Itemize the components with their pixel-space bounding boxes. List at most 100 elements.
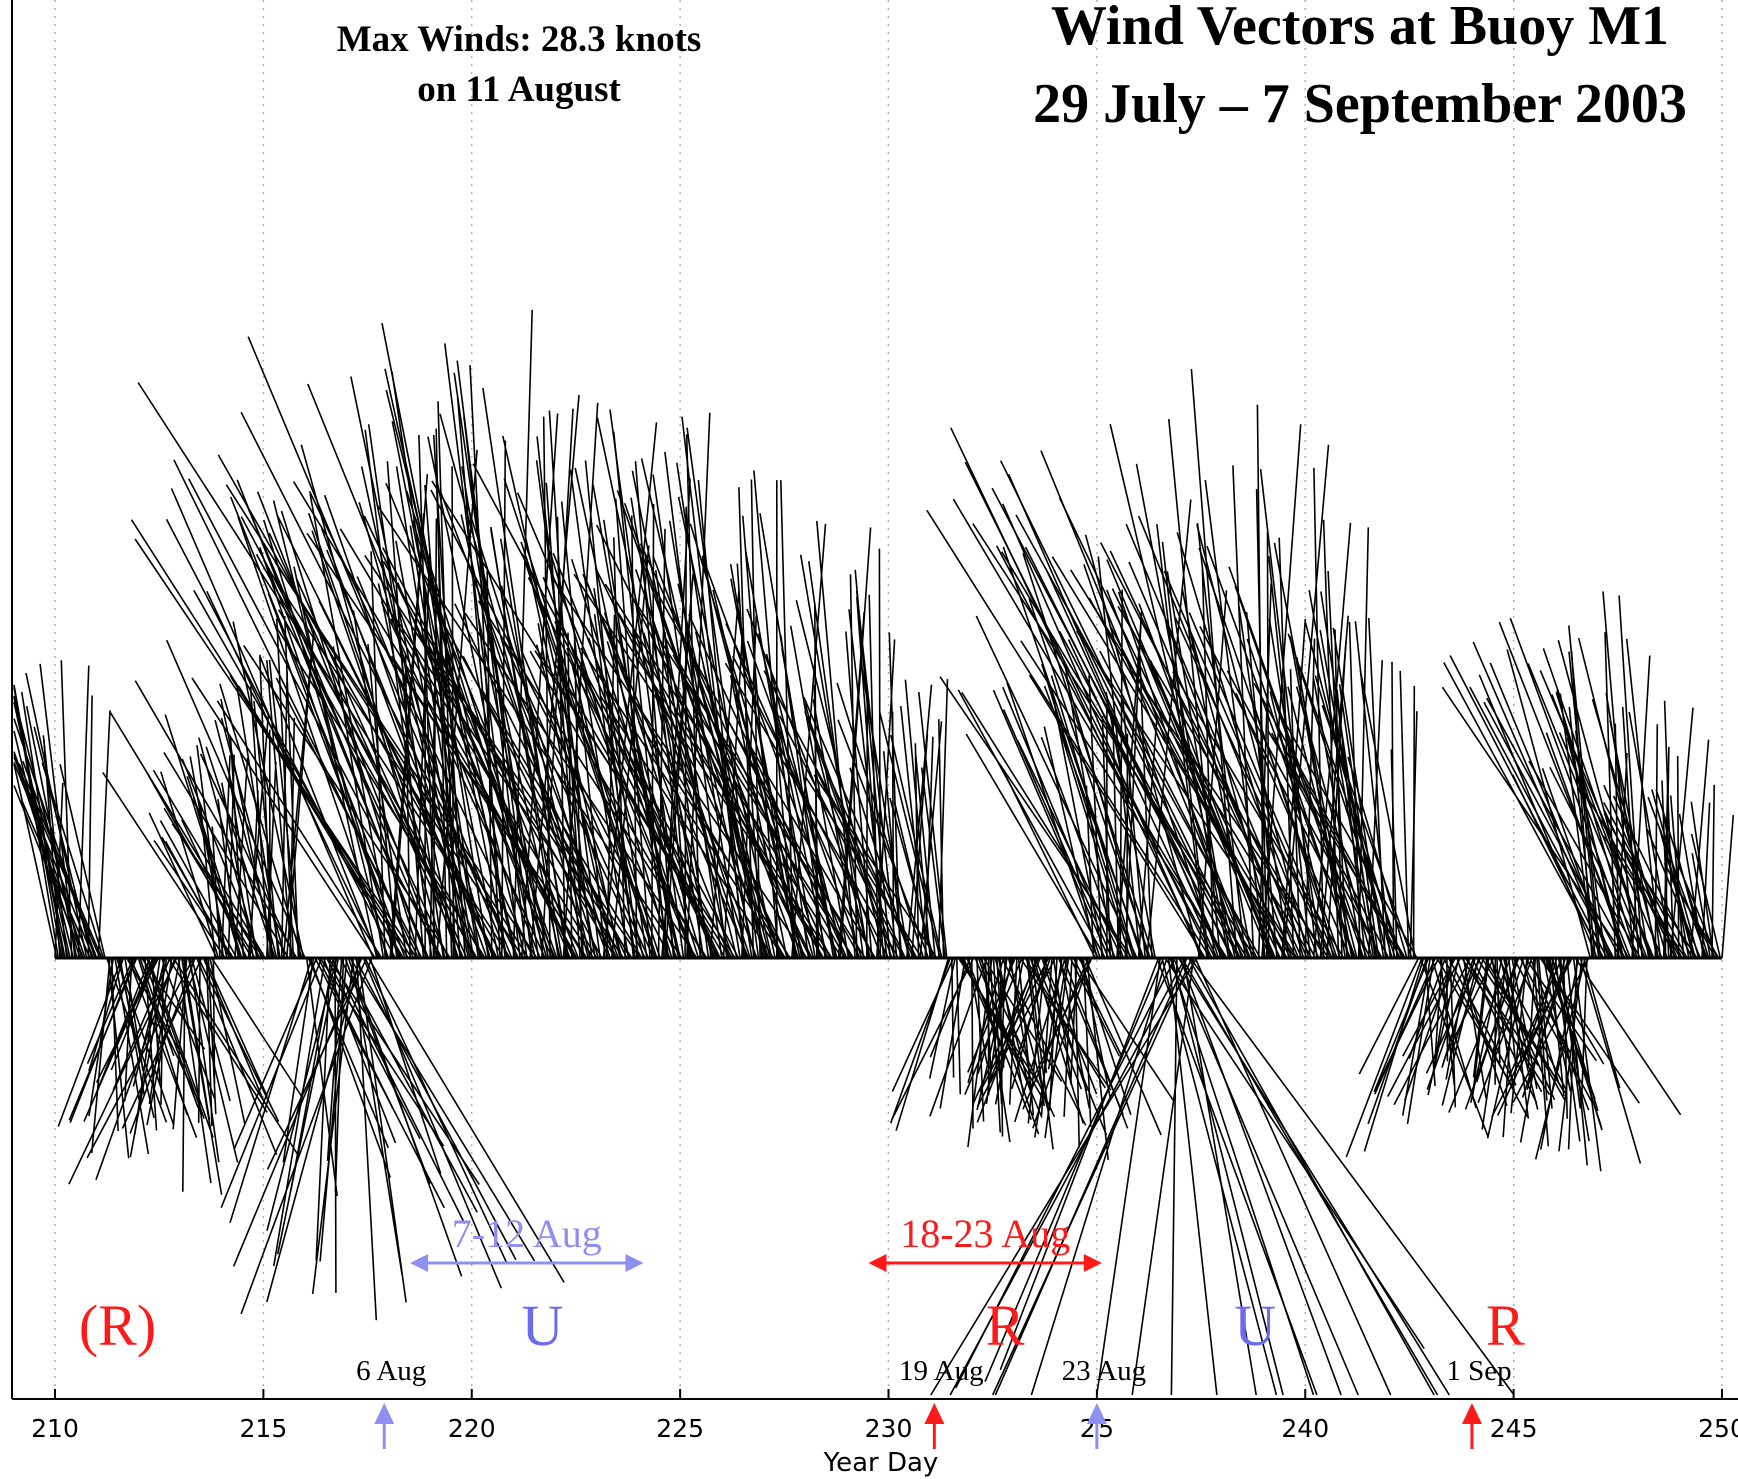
- wind-vector: [527, 577, 720, 959]
- wind-vector: [557, 671, 678, 959]
- wind-vector: [918, 692, 948, 959]
- wind-vector: [1443, 662, 1605, 959]
- wind-vector: [1030, 957, 1168, 1396]
- wind-vector: [350, 376, 471, 959]
- wind-vector: [649, 675, 758, 959]
- wind-vector: [1050, 689, 1105, 959]
- wind-vector: [1287, 750, 1402, 959]
- wind-vector: [1163, 570, 1333, 959]
- wind-vector: [418, 633, 641, 959]
- wind-vector: [243, 645, 451, 959]
- wind-vector: [1539, 670, 1663, 959]
- wind-vector: [339, 957, 478, 1213]
- wind-vector: [1099, 542, 1317, 959]
- wind-vector: [1527, 957, 1537, 1068]
- wind-vector: [826, 772, 915, 959]
- wind-vector: [500, 585, 591, 959]
- wind-vector: [152, 769, 266, 959]
- wind-vector: [1170, 957, 1178, 1396]
- wind-vector: [1044, 957, 1070, 1139]
- wind-vector: [964, 957, 1023, 1095]
- wind-vector: [1528, 760, 1641, 959]
- wind-vector: [1347, 756, 1408, 959]
- wind-vector: [1085, 785, 1095, 959]
- wind-vector: [362, 957, 503, 1289]
- wind-vector: [107, 957, 130, 1159]
- wind-vector: [1618, 595, 1643, 959]
- wind-vector: [232, 957, 363, 1267]
- wind-vector: [1199, 626, 1372, 959]
- wind-vector: [1659, 829, 1697, 959]
- wind-vector: [701, 555, 851, 959]
- wind-vector: [232, 621, 305, 959]
- regime-label: U: [1234, 1293, 1276, 1358]
- wind-vector: [926, 509, 1211, 959]
- wind-vector: [1647, 796, 1708, 959]
- wind-vector: [1169, 957, 1315, 1396]
- wind-vector: [214, 719, 278, 959]
- wind-vector: [1471, 957, 1490, 1097]
- x-tick-label: 215: [240, 1414, 288, 1443]
- date-mark-label: 1 Sep: [1446, 1355, 1511, 1387]
- wind-vector: [976, 957, 1056, 1108]
- wind-vector: [1276, 707, 1418, 959]
- wind-vector: [1043, 685, 1145, 959]
- plot-axes: [11, 0, 1738, 1400]
- wind-vector: [1008, 957, 1018, 1105]
- wind-vector: [1084, 957, 1162, 1136]
- wind-vector: [1001, 551, 1248, 959]
- wind-vector: [1582, 957, 1621, 1089]
- wind-vector: [837, 719, 930, 959]
- wind-vector: [347, 957, 463, 1277]
- span-label: 18-23 Aug: [900, 1211, 1070, 1256]
- wind-vector: [132, 957, 166, 1087]
- wind-vector: [1194, 957, 1392, 1396]
- wind-vector: [1558, 732, 1655, 959]
- wind-vector: [778, 715, 905, 959]
- wind-vector: [573, 573, 830, 959]
- wind-vector: [642, 632, 751, 959]
- wind-vector: [637, 721, 791, 959]
- wind-vector: [888, 632, 901, 959]
- wind-vector: [1509, 617, 1637, 959]
- regime-labels: (R) U R U R: [79, 1293, 1525, 1358]
- wind-vector: [570, 558, 700, 959]
- wind-vector: [1402, 957, 1457, 1057]
- wind-vector: [632, 697, 786, 959]
- wind-vector: [1076, 630, 1296, 959]
- wind-vector: [502, 435, 621, 959]
- wind-vector: [904, 679, 931, 959]
- wind-vector: [198, 737, 260, 959]
- wind-vector: [1131, 670, 1330, 959]
- wind-vector: [1319, 629, 1378, 959]
- wind-vector: [1268, 618, 1323, 959]
- wind-vector: [68, 957, 138, 1121]
- wind-vector: [1462, 957, 1487, 1099]
- wind-vector: [889, 797, 935, 959]
- wind-vector: [985, 957, 1008, 1105]
- chart-subtitle: 29 July – 7 September 2003: [1033, 73, 1687, 135]
- wind-vector: [1527, 663, 1648, 959]
- wind-vector: [1373, 957, 1440, 1093]
- wind-vector: [999, 957, 1160, 1371]
- wind-vector: [229, 737, 245, 959]
- wind-vector: [191, 677, 376, 959]
- regime-label: U: [522, 1293, 564, 1358]
- wind-vector: [1028, 598, 1151, 959]
- wind-vector: [112, 957, 171, 1091]
- wind-vector: [1358, 957, 1420, 1075]
- wind-vector: [13, 756, 101, 959]
- wind-vector: [1441, 686, 1626, 959]
- wind-vector: [1137, 515, 1320, 959]
- wind-vector: [265, 564, 430, 959]
- wind-vector: [129, 957, 196, 1134]
- wind-vector: [267, 593, 406, 959]
- wind-vector: [1469, 686, 1615, 959]
- wind-vector: [999, 460, 1245, 959]
- wind-vector: [134, 680, 298, 959]
- wind-vector: [330, 957, 466, 1224]
- wind-vector: [604, 583, 843, 959]
- date-mark-arrowhead: [1461, 1403, 1482, 1424]
- wind-vector: [306, 656, 450, 959]
- wind-vector: [1032, 957, 1091, 1129]
